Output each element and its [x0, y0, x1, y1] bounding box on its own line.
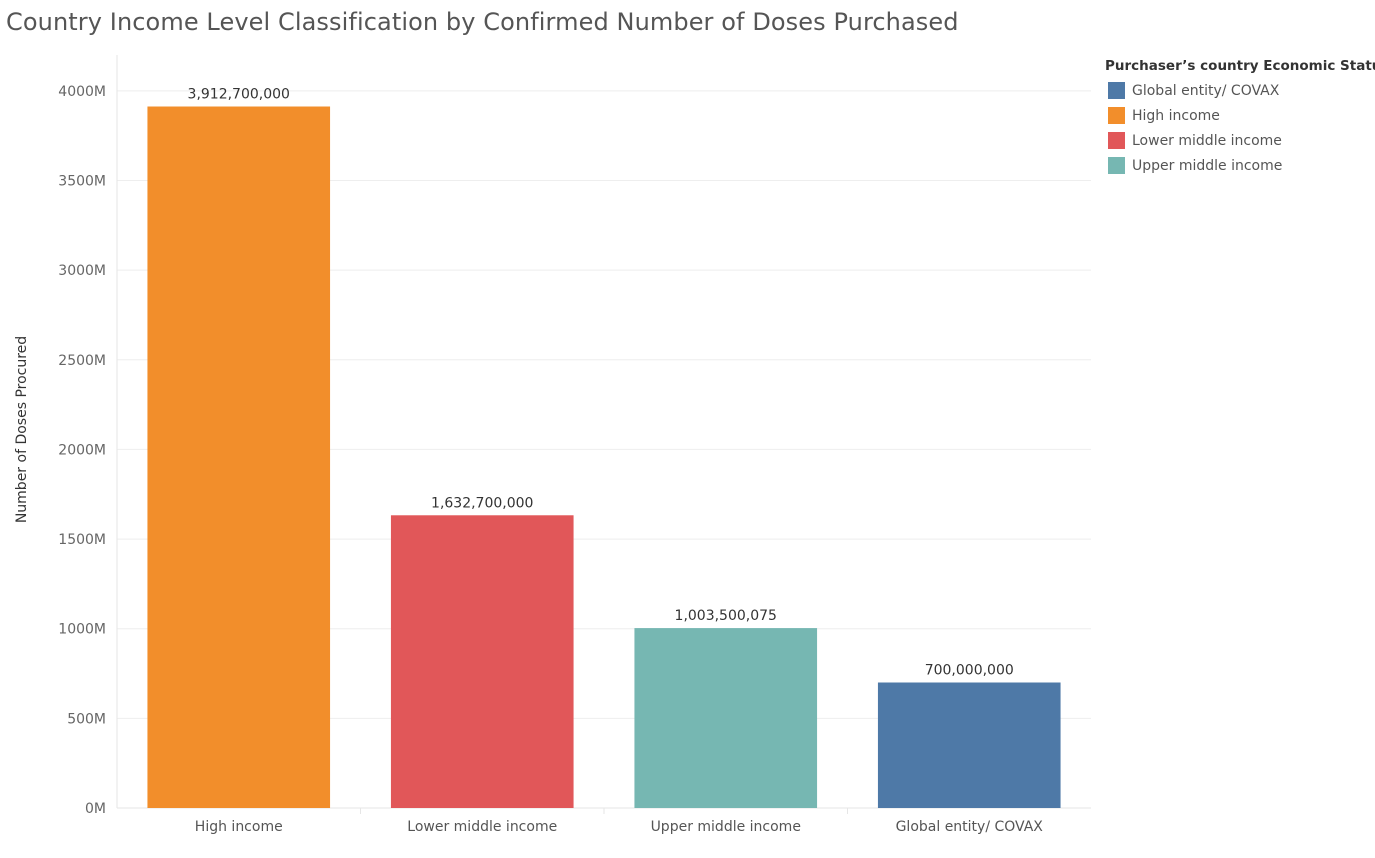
legend-title: Purchaser’s country Economic Status [1105, 58, 1375, 74]
bar [147, 106, 331, 808]
bar-value-label: 1,632,700,000 [431, 495, 533, 511]
chart-title: Country Income Level Classification by C… [6, 8, 959, 36]
bar-value-label: 3,912,700,000 [188, 87, 290, 103]
y-tick-label: 2000M [58, 442, 106, 458]
bar [390, 515, 574, 808]
legend-swatch [1108, 82, 1125, 99]
bar [634, 628, 818, 808]
y-axis-title: Number of Doses Procured [14, 336, 30, 523]
y-tick-label: 4000M [58, 84, 106, 100]
x-tick-label: Lower middle income [407, 819, 557, 835]
legend-swatch [1108, 157, 1125, 174]
x-tick-label: Global entity/ COVAX [896, 819, 1044, 835]
legend-label: High income [1132, 107, 1220, 124]
legend-label: Upper middle income [1132, 157, 1283, 174]
legend-swatch [1108, 107, 1125, 124]
x-tick-label: Upper middle income [651, 819, 801, 835]
legend-item-upper-middle-income[interactable]: Upper middle income [1105, 153, 1370, 178]
legend-item-global-entity-covax[interactable]: Global entity/ COVAX [1105, 78, 1370, 103]
bar-value-label: 700,000,000 [925, 663, 1014, 679]
y-tick-label: 1500M [58, 532, 106, 548]
legend-item-high-income[interactable]: High income [1105, 103, 1370, 128]
y-tick-label: 2500M [58, 353, 106, 369]
bar-value-label: 1,003,500,075 [675, 608, 777, 624]
y-tick-label: 3000M [58, 263, 106, 279]
y-tick-label: 0M [85, 801, 106, 817]
legend-label: Lower middle income [1132, 132, 1282, 149]
y-tick-label: 3500M [58, 174, 106, 190]
y-tick-label: 500M [67, 711, 106, 727]
bar [877, 682, 1061, 808]
legend-label: Global entity/ COVAX [1132, 82, 1280, 99]
y-tick-label: 1000M [58, 622, 106, 638]
x-tick-label: High income [195, 819, 283, 835]
bar-chart: 0M 500M 1000M 1500M 2000M 2500M 3000M 3500M 4000… [14, 55, 1091, 835]
legend-item-lower-middle-income[interactable]: Lower middle income [1105, 128, 1370, 153]
legend: Purchaser’s country Economic Status Glob… [1105, 58, 1375, 178]
legend-swatch [1108, 132, 1125, 149]
